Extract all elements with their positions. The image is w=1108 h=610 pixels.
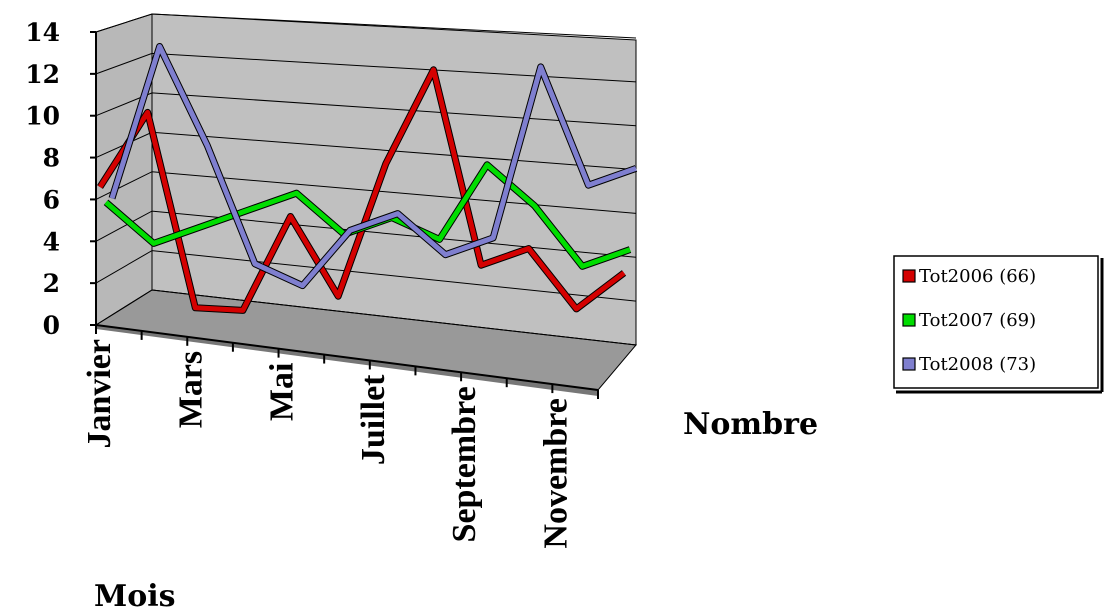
- gridline: [95, 52, 637, 83]
- y-tick-label: 4: [43, 227, 60, 256]
- y-tick-label: 14: [25, 18, 60, 47]
- y-tick-label: 8: [43, 144, 60, 173]
- y-tick-label: 0: [43, 311, 60, 340]
- legend-label: Tot2007 (69): [919, 310, 1036, 331]
- floor-edge: [96, 325, 598, 396]
- y-tick-label: 10: [25, 102, 60, 131]
- x-tick-label: Novembre: [537, 398, 574, 548]
- legend: Tot2006 (66) Tot2007 (69) Tot2008 (73): [893, 255, 1104, 394]
- y-tick-label: 2: [43, 269, 60, 298]
- x-tick-label: Septembre: [446, 386, 483, 542]
- legend-box: [893, 255, 1099, 389]
- series-lines: [97, 43, 638, 314]
- chart-walls: [94, 13, 637, 396]
- series-line-3: [109, 44, 637, 289]
- x-tick-label: Janvier: [81, 339, 118, 449]
- legend-label: Tot2008 (73): [919, 354, 1036, 375]
- y-axis-title: Nombre: [683, 407, 818, 442]
- legend-swatch: [902, 269, 916, 283]
- legend-swatch: [902, 313, 916, 327]
- gridline: [95, 289, 637, 346]
- legend-swatch: [902, 357, 916, 371]
- y-tick-label: 12: [25, 60, 60, 89]
- axes: [90, 31, 599, 399]
- y-tick-labels: 0 2 4 6 8 10 12 14: [25, 18, 60, 340]
- gridline: [95, 92, 637, 127]
- x-axis-line: [95, 324, 599, 391]
- x-tick-label: Mai: [264, 363, 301, 422]
- y-tick-label: 6: [43, 185, 60, 214]
- gridline: [95, 250, 637, 302]
- x-axis-title: Mois: [94, 579, 176, 610]
- gridline: [95, 13, 637, 39]
- legend-label: Tot2006 (66): [919, 266, 1036, 287]
- x-tick-label: Mars: [172, 351, 209, 428]
- x-tick-labels: Janvier Mars Mai Juillet Septembre Novembre: [81, 339, 574, 549]
- x-tick-label: Juillet: [355, 374, 392, 465]
